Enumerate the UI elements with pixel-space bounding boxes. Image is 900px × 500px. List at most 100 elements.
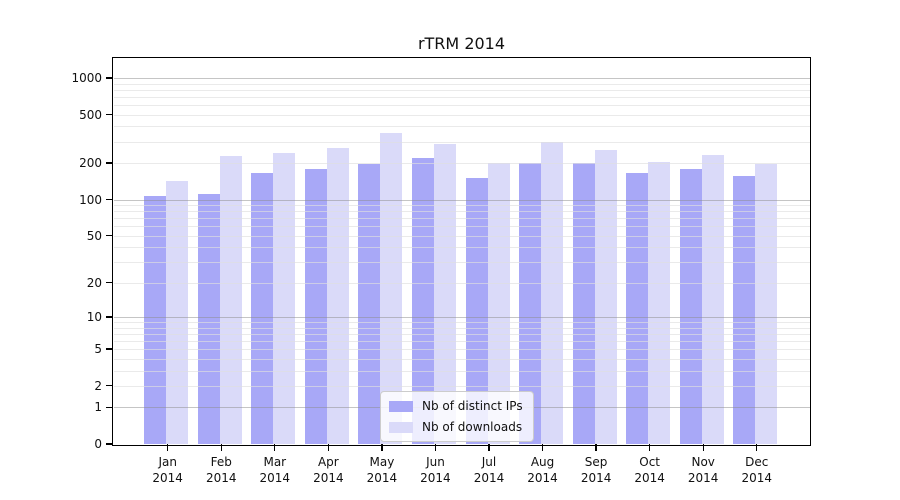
bar-downloads-aug	[541, 142, 564, 444]
y-tick-label-1000: 1000	[71, 71, 102, 86]
gridline-minor	[113, 282, 810, 284]
gridline-minor	[113, 89, 810, 91]
x-tick-label-mar: Mar 2014	[259, 455, 291, 485]
x-tick-label-oct: Oct 2014	[634, 455, 665, 485]
x-tick-label-jan: Jan 2014	[152, 455, 183, 485]
y-tick-label-100: 100	[79, 192, 102, 207]
y-tick-label-20: 20	[86, 275, 102, 290]
x-tick-mark	[381, 444, 383, 451]
bar-distinct-ips-jun	[411, 157, 434, 444]
x-tick-mark	[327, 444, 330, 451]
x-tick-mark	[595, 444, 597, 451]
bar-downloads-feb	[219, 156, 242, 444]
y-tick-mark	[106, 198, 113, 201]
bar-distinct-ips-aug	[519, 163, 542, 444]
x-tick-mark	[541, 444, 544, 451]
y-tick-label-10: 10	[86, 309, 102, 324]
legend-item-0: Nb of distinct IPs	[389, 397, 523, 415]
y-tick-mark	[106, 443, 113, 445]
gridline-major	[113, 316, 810, 318]
gridline-minor	[113, 327, 810, 329]
y-tick-mark	[106, 113, 113, 116]
y-tick-mark	[106, 348, 113, 350]
gridline-minor	[113, 83, 810, 85]
y-tick-mark	[106, 282, 113, 284]
x-tick-label-apr: Apr 2014	[313, 455, 344, 485]
y-tick-label-50: 50	[86, 228, 102, 243]
legend: Nb of distinct IPs Nb of downloads	[380, 391, 534, 442]
gridline-minor	[113, 105, 810, 107]
x-tick-mark	[488, 444, 490, 451]
bar-downloads-nov	[701, 154, 724, 444]
x-tick-mark	[434, 444, 437, 451]
bar-downloads-mar	[273, 153, 296, 444]
bar-downloads-sep	[594, 149, 617, 444]
bar-downloads-apr	[326, 148, 349, 444]
x-tick-label-sep: Sep 2014	[580, 455, 612, 485]
legend-item-1: Nb of downloads	[389, 418, 523, 436]
y-tick-label-1: 1	[94, 400, 102, 415]
y-tick-label-500: 500	[79, 107, 102, 122]
gridline-major	[113, 78, 810, 80]
bar-downloads-may	[380, 132, 403, 444]
gridline-minor	[113, 333, 810, 335]
x-tick-label-aug: Aug 2014	[527, 455, 558, 485]
gridline-minor	[113, 218, 810, 220]
x-tick-mark	[220, 444, 222, 451]
gridline-minor	[113, 358, 810, 360]
y-tick-mark	[106, 162, 113, 164]
bar-distinct-ips-sep	[572, 163, 595, 444]
y-tick-mark	[106, 385, 113, 387]
legend-swatch-0	[389, 400, 413, 412]
y-tick-mark	[106, 406, 113, 408]
bar-distinct-ips-may	[358, 164, 381, 444]
bar-downloads-jan	[166, 180, 189, 444]
x-tick-mark	[274, 444, 276, 451]
bar-distinct-ips-feb	[197, 194, 220, 444]
bar-downloads-dec	[755, 164, 778, 444]
gridline-minor	[113, 322, 810, 324]
gridline-minor	[113, 226, 810, 228]
gridline-minor	[113, 385, 810, 387]
legend-label-1: Nb of downloads	[422, 420, 523, 434]
gridline-minor	[113, 205, 810, 207]
bar-distinct-ips-jan	[144, 195, 167, 444]
bar-distinct-ips-dec	[733, 175, 756, 444]
x-tick-label-jul: Jul 2014	[473, 455, 505, 485]
legend-swatch-1	[389, 421, 413, 433]
bar-downloads-jun	[433, 144, 456, 444]
gridline-major	[113, 199, 810, 201]
y-tick-label-2: 2	[94, 378, 102, 393]
chart-title: rTRM 2014	[417, 34, 506, 53]
gridline-minor	[113, 126, 810, 128]
bar-distinct-ips-jul	[465, 178, 488, 444]
gridline-minor	[113, 211, 810, 213]
gridline-minor	[113, 235, 810, 237]
bar-downloads-jul	[487, 163, 510, 444]
gridline-minor	[113, 163, 810, 165]
bar-distinct-ips-apr	[304, 169, 327, 444]
y-tick-mark	[106, 77, 113, 79]
x-tick-label-nov: Nov 2014	[687, 455, 719, 485]
legend-label-0: Nb of distinct IPs	[422, 399, 523, 413]
x-tick-mark	[756, 444, 758, 451]
bar-distinct-ips-oct	[626, 173, 649, 444]
y-tick-label-200: 200	[79, 156, 102, 171]
bar-distinct-ips-mar	[251, 173, 274, 444]
gridline-minor	[113, 247, 810, 249]
y-tick-mark	[106, 235, 113, 237]
gridline-minor	[113, 96, 810, 98]
x-tick-mark	[648, 444, 651, 451]
gridline-minor	[113, 349, 810, 351]
y-tick-label-0: 0	[94, 437, 102, 451]
x-tick-label-feb: Feb 2014	[205, 455, 237, 485]
x-tick-label-dec: Dec 2014	[741, 455, 773, 485]
gridline-minor	[113, 141, 810, 143]
gridline-minor	[113, 262, 810, 264]
bar-downloads-oct	[648, 161, 671, 444]
x-tick-label-may: May 2014	[366, 455, 398, 485]
gridline-minor	[113, 114, 810, 116]
y-tick-label-5: 5	[94, 342, 102, 357]
gridline-minor	[113, 370, 810, 372]
